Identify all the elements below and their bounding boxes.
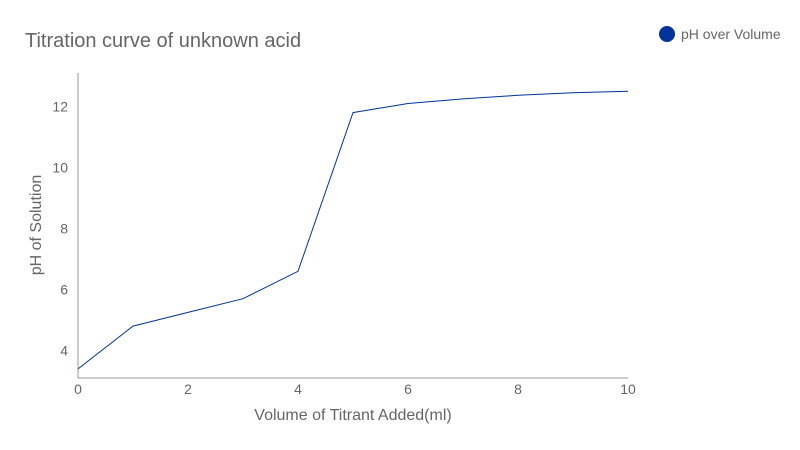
data-point[interactable] <box>570 90 576 96</box>
data-point[interactable] <box>460 96 466 102</box>
data-point[interactable] <box>515 92 521 98</box>
legend-marker <box>659 26 675 42</box>
y-tick-label: 10 <box>52 160 68 176</box>
y-tick-label: 8 <box>60 221 68 237</box>
x-tick-label: 2 <box>184 381 192 397</box>
y-tick-label: 6 <box>60 282 68 298</box>
legend-label: pH over Volume <box>681 26 781 42</box>
x-tick-label: 4 <box>294 381 302 397</box>
data-point[interactable] <box>350 110 356 116</box>
x-axis-ticks: 0 2 4 6 8 10 <box>74 381 636 397</box>
x-tick-label: 0 <box>74 381 82 397</box>
data-point[interactable] <box>75 366 81 372</box>
x-tick-label: 10 <box>620 381 636 397</box>
y-axis-ticks: 4 6 8 10 12 <box>52 99 68 359</box>
x-axis-title: Volume of Titrant Added(ml) <box>254 407 451 424</box>
data-point[interactable] <box>625 88 631 94</box>
series-line[interactable] <box>77 90 629 370</box>
x-tick-label: 8 <box>514 381 522 397</box>
data-point[interactable] <box>295 268 301 274</box>
x-tick-label: 6 <box>404 381 412 397</box>
legend[interactable]: pH over Volume <box>659 26 781 42</box>
data-point[interactable] <box>405 101 411 107</box>
data-point[interactable] <box>185 309 191 315</box>
y-axis-title: pH of Solution <box>28 175 45 276</box>
data-point[interactable] <box>130 323 136 329</box>
y-tick-label: 12 <box>52 99 68 115</box>
chart-title: Titration curve of unknown acid <box>25 30 301 52</box>
data-point[interactable] <box>240 296 246 302</box>
y-tick-label: 4 <box>60 343 68 359</box>
series-layer <box>75 88 631 372</box>
